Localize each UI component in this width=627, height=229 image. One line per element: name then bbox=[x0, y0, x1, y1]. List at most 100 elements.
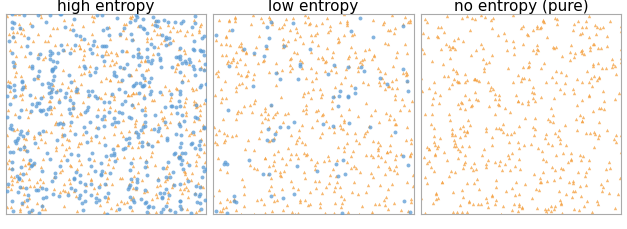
Point bbox=[364, 125, 374, 128]
Point bbox=[213, 156, 223, 160]
Point bbox=[92, 45, 102, 49]
Point bbox=[611, 133, 621, 137]
Point bbox=[290, 213, 300, 216]
Point bbox=[80, 183, 90, 187]
Point bbox=[173, 154, 183, 158]
Point bbox=[131, 188, 141, 191]
Point bbox=[156, 133, 166, 137]
Point bbox=[561, 144, 571, 147]
Point bbox=[260, 211, 270, 214]
Point bbox=[162, 177, 172, 180]
Point bbox=[38, 207, 48, 211]
Point bbox=[325, 25, 335, 28]
Point bbox=[244, 158, 254, 162]
Point bbox=[24, 158, 34, 162]
Point bbox=[324, 158, 334, 162]
Point bbox=[536, 96, 546, 100]
Point bbox=[61, 91, 71, 95]
Point bbox=[402, 73, 412, 77]
Point bbox=[55, 14, 65, 17]
Point bbox=[307, 40, 317, 43]
Point bbox=[490, 126, 500, 130]
Point bbox=[287, 179, 297, 183]
Point bbox=[6, 103, 16, 106]
Point bbox=[100, 53, 110, 56]
Point bbox=[83, 171, 93, 175]
Point bbox=[342, 20, 352, 24]
Point bbox=[502, 66, 512, 70]
Point bbox=[150, 24, 160, 28]
Point bbox=[53, 123, 63, 126]
Point bbox=[515, 167, 525, 171]
Point bbox=[120, 37, 130, 41]
Point bbox=[24, 177, 34, 181]
Point bbox=[138, 27, 148, 31]
Point bbox=[223, 171, 233, 174]
Point bbox=[154, 46, 164, 49]
Point bbox=[375, 183, 385, 187]
Point bbox=[19, 146, 29, 150]
Point bbox=[276, 174, 286, 178]
Point bbox=[311, 77, 321, 80]
Point bbox=[109, 117, 119, 120]
Point bbox=[56, 133, 66, 137]
Point bbox=[514, 209, 524, 213]
Point bbox=[66, 81, 76, 85]
Point bbox=[103, 53, 113, 57]
Point bbox=[231, 208, 241, 212]
Point bbox=[542, 180, 552, 183]
Point bbox=[616, 151, 626, 155]
Point bbox=[175, 55, 185, 59]
Point bbox=[350, 87, 360, 90]
Point bbox=[115, 65, 125, 69]
Point bbox=[107, 182, 117, 186]
Point bbox=[170, 210, 180, 214]
Point bbox=[336, 127, 346, 131]
Point bbox=[343, 211, 353, 214]
Point bbox=[147, 23, 157, 27]
Point bbox=[342, 141, 352, 145]
Point bbox=[390, 131, 400, 135]
Point bbox=[49, 75, 59, 79]
Point bbox=[29, 185, 40, 188]
Point bbox=[103, 192, 113, 195]
Point bbox=[329, 51, 339, 54]
Point bbox=[60, 49, 70, 52]
Point bbox=[460, 162, 470, 166]
Point bbox=[9, 22, 19, 25]
Point bbox=[572, 171, 582, 174]
Point bbox=[23, 116, 33, 120]
Point bbox=[76, 38, 86, 42]
Point bbox=[2, 189, 12, 193]
Point bbox=[268, 199, 278, 203]
Point bbox=[117, 49, 127, 53]
Point bbox=[317, 191, 327, 195]
Point bbox=[21, 138, 31, 142]
Point bbox=[445, 48, 455, 52]
Point bbox=[29, 77, 39, 81]
Point bbox=[75, 35, 85, 39]
Point bbox=[76, 82, 86, 86]
Point bbox=[549, 47, 559, 51]
Point bbox=[78, 125, 88, 129]
Point bbox=[216, 88, 226, 92]
Point bbox=[361, 102, 371, 106]
Point bbox=[216, 100, 226, 104]
Point bbox=[491, 178, 501, 182]
Point bbox=[344, 96, 354, 100]
Point bbox=[47, 69, 57, 73]
Point bbox=[576, 195, 586, 198]
Point bbox=[183, 180, 193, 183]
Point bbox=[62, 159, 72, 162]
Point bbox=[392, 87, 402, 90]
Point bbox=[124, 143, 134, 147]
Point bbox=[182, 30, 192, 33]
Point bbox=[310, 34, 320, 38]
Point bbox=[133, 48, 143, 51]
Point bbox=[398, 68, 408, 72]
Point bbox=[584, 94, 594, 98]
Point bbox=[174, 187, 184, 191]
Point bbox=[472, 79, 482, 82]
Point bbox=[177, 62, 187, 65]
Point bbox=[282, 18, 292, 22]
